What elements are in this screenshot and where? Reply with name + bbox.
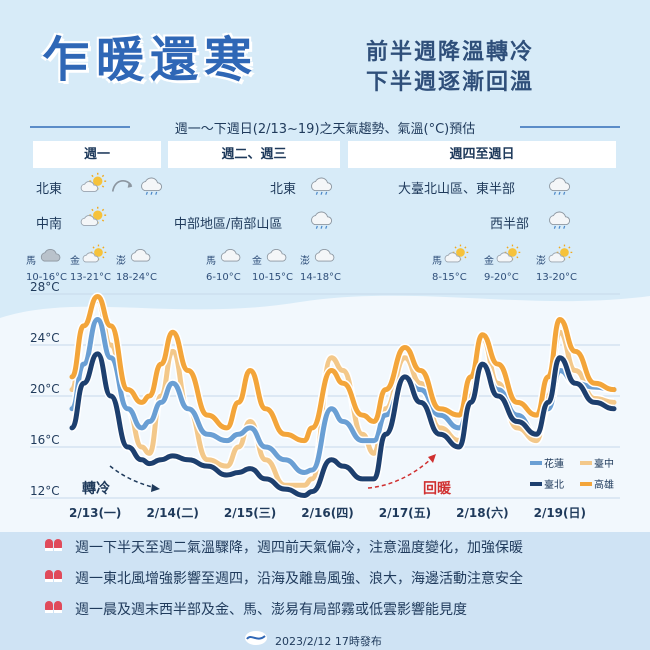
legend-label: 臺北 — [544, 478, 564, 491]
cloud-icon — [220, 249, 241, 262]
x-tick-label: 2/15(三) — [224, 506, 276, 520]
island-name: 金 — [484, 256, 494, 267]
mon-north-icons — [80, 172, 170, 198]
x-tick-label: 2/14(二) — [146, 506, 198, 520]
island-temp: 10-15°C — [252, 272, 294, 283]
subtitle-line2: 下半週逐漸回溫 — [366, 70, 535, 95]
mitten-icon — [45, 601, 62, 613]
island-temp: 10-16°C — [26, 272, 68, 283]
column-header-thu-sun: 週四至週日 — [348, 141, 616, 168]
cold-arrow-head — [151, 484, 160, 492]
rain-cloud-icon — [311, 211, 333, 229]
x-tick-label: 2/17(五) — [379, 506, 431, 520]
partly-sunny-icon — [548, 244, 573, 263]
partly-sunny-icon — [444, 244, 469, 263]
region-label-north-east-tue: 北東 — [270, 182, 297, 197]
publish-date: 2023/2/12 17時發布 — [275, 635, 382, 648]
x-tick-label: 2/18(六) — [456, 505, 508, 520]
series-line-高雄 — [69, 294, 617, 444]
cloudy-icon — [40, 249, 61, 262]
island-temp: 14-18°C — [300, 272, 342, 283]
partly-sunny-icon — [496, 244, 521, 263]
island-temp: 13-20°C — [536, 272, 578, 283]
region-label-central-mountain: 中部地區/南部山區 — [174, 217, 283, 232]
y-tick-label: 12°C — [30, 484, 60, 498]
island-name: 金 — [70, 256, 80, 267]
warm-arrow — [367, 457, 433, 489]
island-name: 馬 — [206, 256, 216, 267]
island-name: 馬 — [432, 256, 442, 267]
arrow-icon — [111, 180, 133, 192]
series-line-花蓮 — [69, 317, 617, 475]
legend-label: 高雄 — [594, 478, 614, 491]
legend-label: 臺中 — [594, 457, 614, 470]
cold-arrow — [109, 465, 157, 489]
island-temp: 18-24°C — [116, 272, 158, 283]
island-name: 馬 — [26, 256, 36, 267]
column-header-mon: 週一 — [33, 141, 161, 168]
y-tick-label: 24°C — [30, 331, 60, 345]
region-label-central-south: 中南 — [36, 217, 63, 232]
partly-cloudy-icon — [80, 172, 107, 192]
rain-cloud-icon — [549, 211, 571, 229]
period-label: 週一～下週日(2/13~19)之天氣趨勢、氣溫(°C)預估 — [174, 122, 476, 137]
note-item: 週一下半天至週二氣溫驟降，週四前天氣偏冷，注意溫度變化，加強保暖 — [75, 540, 523, 556]
main-title: 乍暖還寒 — [42, 32, 259, 88]
island-temp: 6-10°C — [206, 272, 241, 283]
rain-cloud-icon — [311, 177, 333, 195]
x-tick-label: 2/16(四) — [301, 506, 353, 520]
legend-label: 花蓮 — [544, 457, 564, 470]
period-divider-right — [520, 126, 620, 128]
y-tick-label: 28°C — [30, 280, 60, 294]
region-label-north-east: 北東 — [36, 182, 63, 197]
warm-annotation: 回暖 — [423, 481, 451, 497]
mitten-icon — [45, 539, 62, 551]
y-tick-label: 20°C — [30, 382, 60, 396]
tue-north-icons — [308, 172, 338, 198]
series-line-臺中 — [69, 297, 617, 488]
island-temp: 8-15°C — [432, 272, 467, 283]
region-label-taipei-mountain-east: 大臺北山區、東半部 — [398, 182, 516, 197]
cold-annotation: 轉冷 — [82, 481, 110, 497]
x-tick-label: 2/13(一) — [69, 506, 121, 520]
rain-cloud-icon — [141, 177, 163, 195]
cloud-icon — [130, 249, 151, 262]
y-tick-label: 16°C — [30, 433, 60, 447]
rain-cloud-icon — [549, 177, 571, 195]
island-name: 金 — [252, 256, 262, 267]
series-line-臺北 — [69, 351, 617, 498]
warm-arrow-head — [428, 454, 436, 463]
island-name: 澎 — [536, 256, 546, 267]
thu-north-icons — [546, 172, 576, 198]
island-temp: 13-21°C — [70, 272, 112, 283]
region-label-west: 西半部 — [490, 217, 530, 232]
partly-cloudy-icon — [80, 206, 107, 226]
period-divider-left — [30, 126, 130, 128]
island-name: 澎 — [116, 256, 126, 267]
x-tick-label: 2/19(日) — [534, 506, 586, 520]
partly-cloudy-icon — [82, 244, 107, 263]
cloud-icon — [314, 249, 335, 262]
tue-central-icons — [308, 206, 338, 232]
note-item: 週一東北風增強影響至週四，沿海及離島風強、浪大，海邊活動注意安全 — [75, 571, 523, 587]
island-temp: 9-20°C — [484, 272, 519, 283]
mon-central-icons — [80, 206, 110, 232]
subtitle-line1: 前半週降溫轉冷 — [366, 40, 535, 65]
island-name: 澎 — [300, 256, 310, 267]
cwb-logo-icon — [245, 631, 267, 645]
mitten-icon — [45, 570, 62, 582]
cloud-icon — [266, 249, 287, 262]
thu-central-icons — [546, 206, 576, 232]
note-item: 週一晨及週末西半部及金、馬、澎易有局部霧或低雲影響能見度 — [75, 602, 467, 618]
column-header-tue-wed: 週二、週三 — [168, 141, 340, 168]
